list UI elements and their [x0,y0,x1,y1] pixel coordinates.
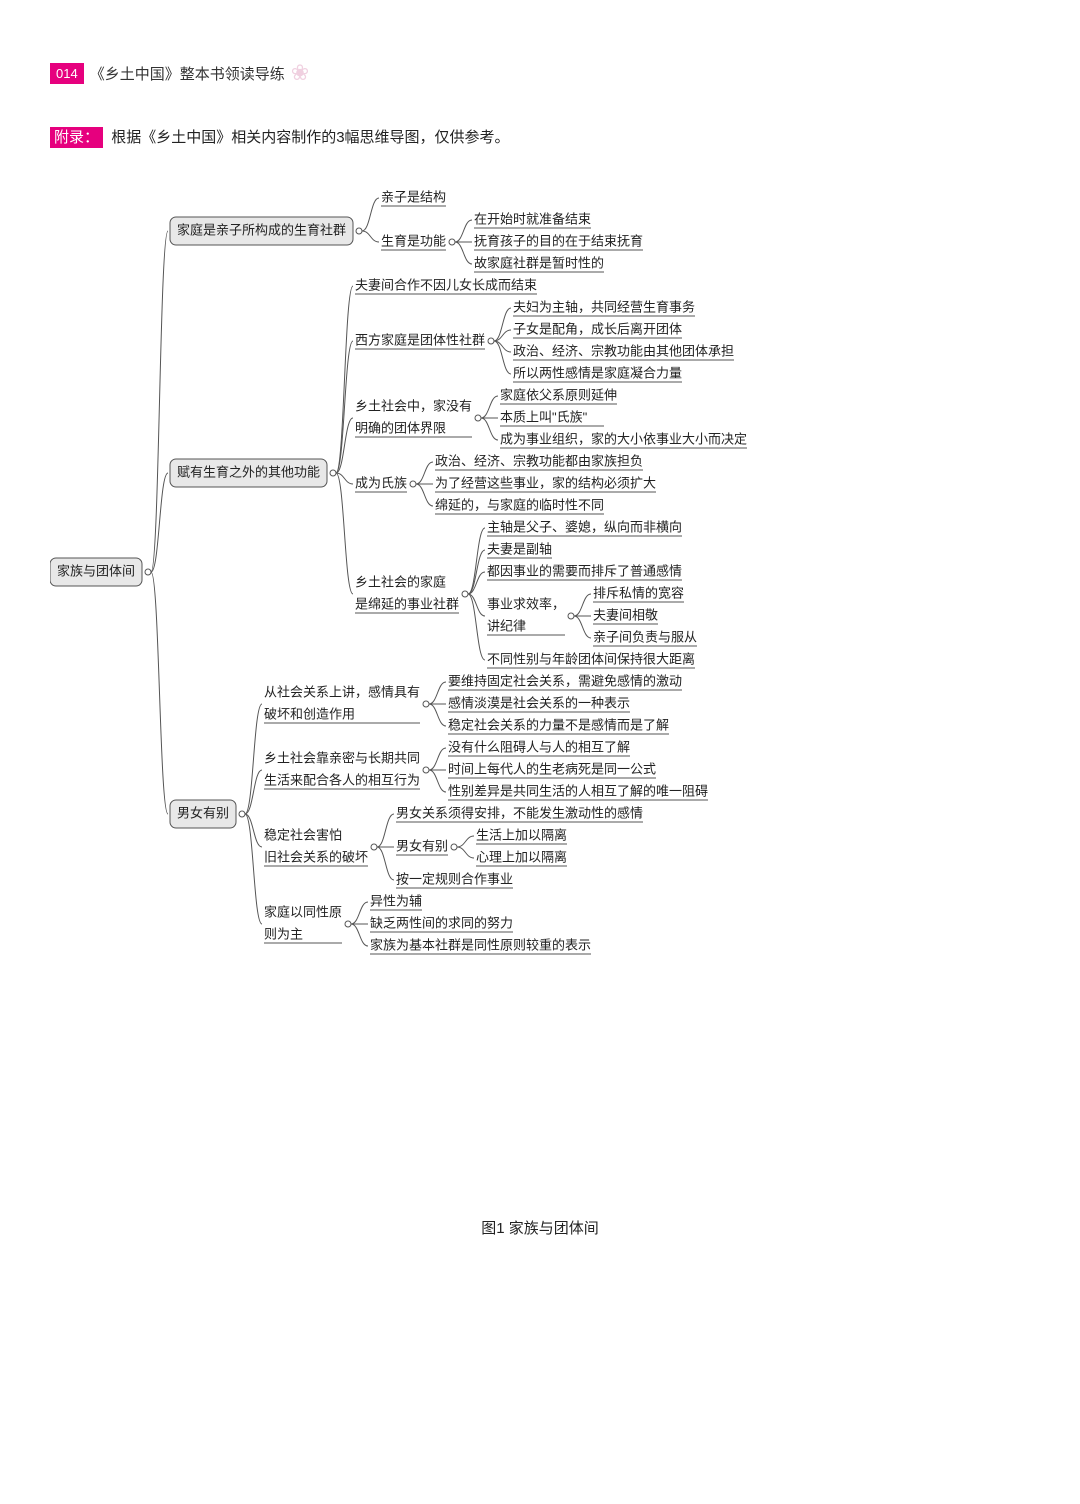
svg-text:赋有生育之外的其他功能: 赋有生育之外的其他功能 [177,464,320,479]
appendix-label: 附录： [50,127,103,148]
svg-text:则为主: 则为主 [264,926,303,941]
svg-text:抚育孩子的目的在于结束抚育: 抚育孩子的目的在于结束抚育 [474,233,643,248]
book-title: 《乡土中国》整本书领读导练 [90,63,285,84]
svg-text:没有什么阻碍人与人的相互了解: 没有什么阻碍人与人的相互了解 [448,739,630,754]
svg-text:政治、经济、宗教功能都由家族担负: 政治、经济、宗教功能都由家族担负 [435,453,643,468]
svg-text:绵延的，与家庭的临时性不同: 绵延的，与家庭的临时性不同 [435,497,604,512]
svg-text:夫妇为主轴，共同经营生育事务: 夫妇为主轴，共同经营生育事务 [513,299,695,314]
svg-text:故家庭社群是暂时性的: 故家庭社群是暂时性的 [474,255,604,270]
svg-text:男女有别: 男女有别 [177,805,229,820]
svg-text:时间上每代人的生老病死是同一公式: 时间上每代人的生老病死是同一公式 [448,761,656,776]
svg-text:稳定社会关系的力量不是感情而是了解: 稳定社会关系的力量不是感情而是了解 [448,717,669,732]
svg-text:稳定社会害怕: 稳定社会害怕 [264,827,342,842]
svg-text:讲纪律: 讲纪律 [487,618,526,633]
svg-text:亲子是结构: 亲子是结构 [381,189,446,204]
svg-text:夫妻是副轴: 夫妻是副轴 [487,541,552,556]
page: 014 《乡土中国》整本书领读导练 ❀ 附录： 根据《乡土中国》相关内容制作的3… [0,0,1080,1318]
svg-text:家族与团体间: 家族与团体间 [57,563,135,578]
svg-text:乡土社会的家庭: 乡土社会的家庭 [355,574,446,589]
mindmap: 家族与团体间 家庭是亲子所构成的生育社群 亲子是结构生育是功能 在开始时就准备结束抚育… [50,177,1030,1177]
svg-text:政治、经济、宗教功能由其他团体承担: 政治、经济、宗教功能由其他团体承担 [513,343,734,358]
decor-icon: ❀ [291,60,309,86]
svg-text:事业求效率，: 事业求效率， [487,596,565,611]
svg-text:都因事业的需要而排斥了普通感情: 都因事业的需要而排斥了普通感情 [487,563,682,578]
svg-text:生活上加以隔离: 生活上加以隔离 [476,827,567,842]
svg-text:亲子间负责与服从: 亲子间负责与服从 [593,629,697,644]
svg-text:排斥私情的宽容: 排斥私情的宽容 [593,585,684,600]
svg-text:异性为辅: 异性为辅 [370,893,422,908]
svg-text:性别差异是共同生活的人相互了解的唯一阻碍: 性别差异是共同生活的人相互了解的唯一阻碍 [448,783,708,798]
appendix-line: 附录： 根据《乡土中国》相关内容制作的3幅思维导图，仅供参考。 [50,126,1030,147]
svg-text:所以两性感情是家庭凝合力量: 所以两性感情是家庭凝合力量 [513,365,682,380]
svg-text:缺乏两性间的求同的努力: 缺乏两性间的求同的努力 [370,915,513,930]
svg-text:男女关系须得安排，不能发生激动性的感情: 男女关系须得安排，不能发生激动性的感情 [396,805,643,820]
svg-text:旧社会关系的破坏: 旧社会关系的破坏 [264,849,368,864]
svg-text:心理上加以隔离: 心理上加以隔离 [476,849,567,864]
svg-text:成为氏族: 成为氏族 [355,475,407,490]
page-header: 014 《乡土中国》整本书领读导练 ❀ [50,60,1030,86]
appendix-text: 根据《乡土中国》相关内容制作的3幅思维导图，仅供参考。 [111,129,509,146]
svg-text:在开始时就准备结束: 在开始时就准备结束 [474,211,591,226]
svg-text:感情淡漠是社会关系的一种表示: 感情淡漠是社会关系的一种表示 [448,695,630,710]
svg-text:乡土社会靠亲密与长期共同: 乡土社会靠亲密与长期共同 [264,750,420,765]
svg-text:夫妻间合作不因儿女长成而结束: 夫妻间合作不因儿女长成而结束 [355,277,537,292]
page-number-badge: 014 [50,63,84,84]
svg-text:乡土社会中，家没有: 乡土社会中，家没有 [355,398,472,413]
svg-text:从社会关系上讲，感情具有: 从社会关系上讲，感情具有 [264,684,420,699]
svg-text:为了经营这些事业，家的结构必须扩大: 为了经营这些事业，家的结构必须扩大 [435,475,656,490]
svg-text:成为事业组织，家的大小依事业大小而决定: 成为事业组织，家的大小依事业大小而决定 [500,431,747,446]
svg-text:不同性别与年龄团体间保持很大距离: 不同性别与年龄团体间保持很大距离 [487,651,695,666]
svg-text:本质上叫"氏族": 本质上叫"氏族" [500,409,588,424]
svg-text:夫妻间相敬: 夫妻间相敬 [593,607,658,622]
svg-text:明确的团体界限: 明确的团体界限 [355,420,446,435]
svg-text:家庭依父系原则延伸: 家庭依父系原则延伸 [500,387,617,402]
svg-text:要维持固定社会关系，需避免感情的激动: 要维持固定社会关系，需避免感情的激动 [448,673,682,688]
svg-text:家庭是亲子所构成的生育社群: 家庭是亲子所构成的生育社群 [177,222,346,237]
svg-text:家庭以同性原: 家庭以同性原 [264,904,342,919]
svg-text:生活来配合各人的相互行为: 生活来配合各人的相互行为 [264,772,420,787]
svg-text:破坏和创造作用: 破坏和创造作用 [264,706,355,721]
svg-text:主轴是父子、婆媳，纵向而非横向: 主轴是父子、婆媳，纵向而非横向 [487,519,682,534]
svg-text:家族为基本社群是同性原则较重的表示: 家族为基本社群是同性原则较重的表示 [370,937,591,952]
figure-caption: 图1 家族与团体间 [50,1217,1030,1238]
svg-text:男女有别: 男女有别 [396,838,448,853]
svg-text:按一定规则合作事业: 按一定规则合作事业 [396,871,513,886]
svg-text:子女是配角，成长后离开团体: 子女是配角，成长后离开团体 [513,321,682,336]
svg-text:西方家庭是团体性社群: 西方家庭是团体性社群 [355,332,485,347]
svg-text:生育是功能: 生育是功能 [381,233,446,248]
svg-text:是绵延的事业社群: 是绵延的事业社群 [355,596,459,611]
